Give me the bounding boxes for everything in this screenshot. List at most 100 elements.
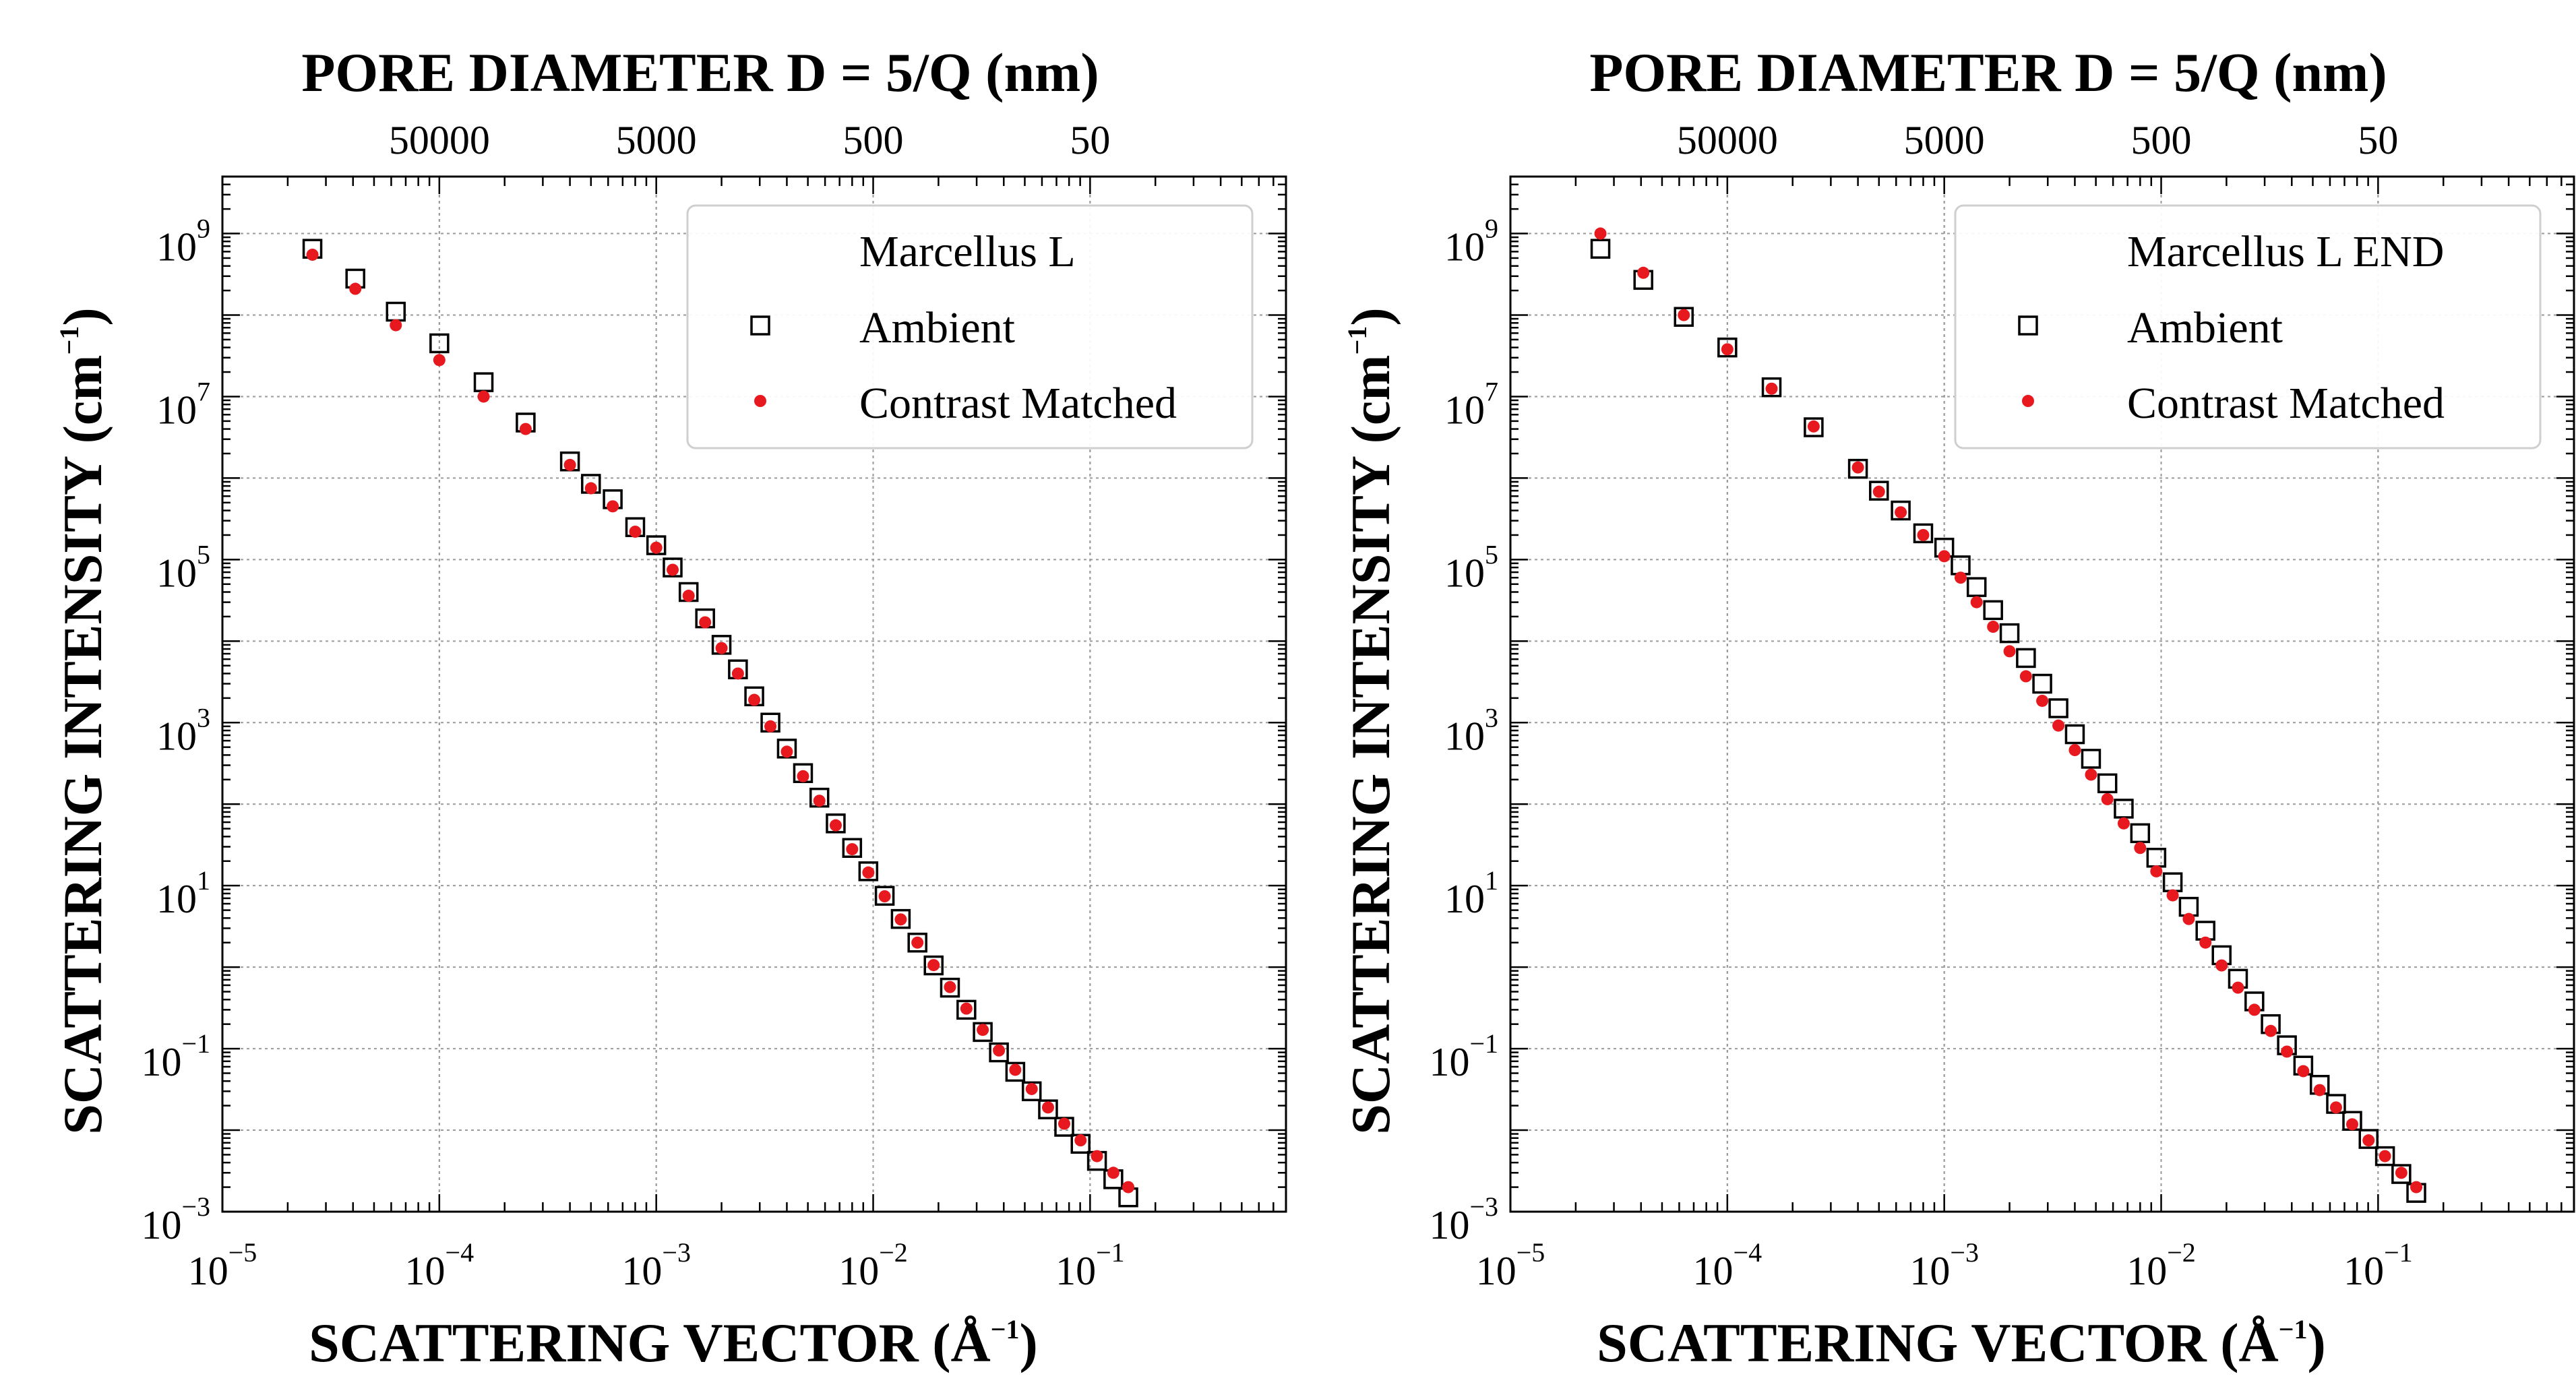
data-point-contrast-matched [1678,309,1690,321]
data-point-ambient [1966,577,1987,597]
data-point-contrast-matched [2379,1150,2391,1162]
y-tick-label-text: 10 [141,1203,181,1247]
top-tick-label: 5000 [616,118,697,162]
data-point-contrast-matched [1970,596,1983,609]
plot-frame [221,175,1287,1213]
top-tick-label-text: 50 [1070,118,1110,162]
data-point-ambient [890,908,911,929]
data-point-ambient [646,535,667,555]
y-tick-label: 107 [1444,376,1498,432]
x-tick-label-exp: −1 [2384,1237,2413,1268]
data-point-contrast-matched [1895,506,1907,519]
x-tick-label-exp: −4 [446,1237,474,1268]
data-point-ambient [1761,377,1782,398]
y-tick-label-exp: −3 [181,1191,210,1222]
data-point-ambient [1590,239,1611,259]
data-point-ambient [923,955,944,976]
data-point-ambient [1847,458,1868,479]
data-point-contrast-matched [477,390,490,403]
x-axis-title-text: SCATTERING VECTOR (Å [309,1312,991,1373]
x-axis-title: SCATTERING VECTOR (Å−1) [1597,1312,2326,1373]
x-tick-label: 10−5 [188,1237,257,1293]
y-tick-label-exp: 5 [197,539,210,569]
data-point-contrast-matched [731,667,744,680]
legend-title-text: Marcellus L [859,227,1076,276]
x-tick-label-exp: −2 [879,1237,908,1268]
data-point-contrast-matched [306,248,319,261]
data-point-ambient [1869,480,1889,501]
data-point-contrast-matched [993,1044,1006,1057]
data-point-contrast-matched [2345,1118,2358,1131]
data-point-contrast-matched [829,819,842,832]
axis-ticks [1509,175,2575,1213]
data-point-ambient [940,977,960,998]
data-point-ambient [842,838,863,859]
top-tick-label: 50000 [389,118,490,162]
data-point-contrast-matched [1122,1181,1135,1193]
data-point-contrast-matched [764,720,777,733]
chart-left: 10−5 10−4 10−3 10−2 10−110−310−1101103105107… [52,42,1287,1373]
x-tick-label-exp: −3 [1950,1237,1979,1268]
x-axis-title-exp: −1 [2279,1314,2308,1344]
y-axis-title: SCATTERING INTENSITY (cm−1) [1340,307,1401,1134]
legend-label-contrast-matched-text: Contrast Matched [2127,379,2445,428]
y-tick-label: 10−3 [141,1191,210,1247]
data-point-ambient [663,557,683,578]
y-tick-label-text: 10 [1444,551,1485,595]
data-point-contrast-matched [607,500,619,513]
data-point-ambient [1005,1061,1026,1082]
data-point-contrast-matched [2199,936,2212,949]
legend-label-contrast-matched: Contrast Matched [2127,379,2445,428]
data-point-contrast-matched [960,1002,973,1015]
data-point-contrast-matched [1721,343,1734,356]
data-point-contrast-matched [2232,981,2244,994]
data-point-ambient [1021,1081,1042,1102]
grid [222,177,1286,1212]
data-point-contrast-matched [977,1024,989,1036]
x-tick-label-text: 10 [1909,1249,1950,1293]
data-point-contrast-matched [1107,1167,1120,1179]
top-tick-label-text: 50000 [389,118,490,162]
x-tick-label-text: 10 [1055,1249,1096,1293]
legend: Marcellus L END Ambient Contrast Matched [1954,204,2542,449]
y-tick-label-text: 10 [1429,1203,1469,1247]
x-tick-label-text: 10 [621,1249,662,1293]
legend-box [686,204,1254,449]
y-axis-title-tail: ) [52,307,113,325]
top-tick-label-text: 50 [2358,118,2398,162]
legend-marker-contrast-matched [754,395,766,407]
data-point-contrast-matched [813,795,826,807]
y-tick-label: 107 [156,376,210,432]
data-point-contrast-matched [1954,571,1967,584]
data-point-contrast-matched [2248,1003,2261,1016]
data-point-contrast-matched [2150,865,2163,877]
data-point-ambient [1891,500,1911,521]
x-tick-label: 10−1 [1055,1237,1125,1293]
y-tick-label-text: 10 [156,551,197,595]
data-point-contrast-matched [2166,889,2179,902]
data-point-contrast-matched [2003,645,2016,658]
plot-frame [1509,175,2575,1213]
x-tick-label-text: 10 [2343,1249,2384,1293]
data-point-ambient [1999,623,2020,644]
data-point-contrast-matched [2265,1024,2277,1037]
top-tick-label: 50000 [1677,118,1778,162]
data-point-ambient [2162,872,2183,892]
y-tick-label-text: 10 [156,387,197,432]
y-tick-label-text: 10 [156,877,197,921]
data-point-contrast-matched [944,981,956,993]
chart-right: 10−5 10−4 10−3 10−2 10−110−310−1101103105107… [1340,42,2575,1373]
x-tick-label: 10−2 [2126,1237,2196,1293]
y-tick-label-text: 10 [156,714,197,758]
legend-marker-ambient [2018,315,2038,336]
x-tick-label-text: 10 [188,1249,228,1293]
top-tick-label-text: 500 [843,118,904,162]
x-tick-label-text: 10 [1693,1249,1734,1293]
data-point-contrast-matched [1765,382,1778,395]
y-tick-label: 109 [156,214,210,270]
data-point-contrast-matched [2117,817,2130,830]
data-point-ambient [1038,1099,1058,1119]
data-point-contrast-matched [715,642,728,654]
data-point-contrast-matched [878,890,891,902]
data-point-ambient [2016,648,2036,669]
